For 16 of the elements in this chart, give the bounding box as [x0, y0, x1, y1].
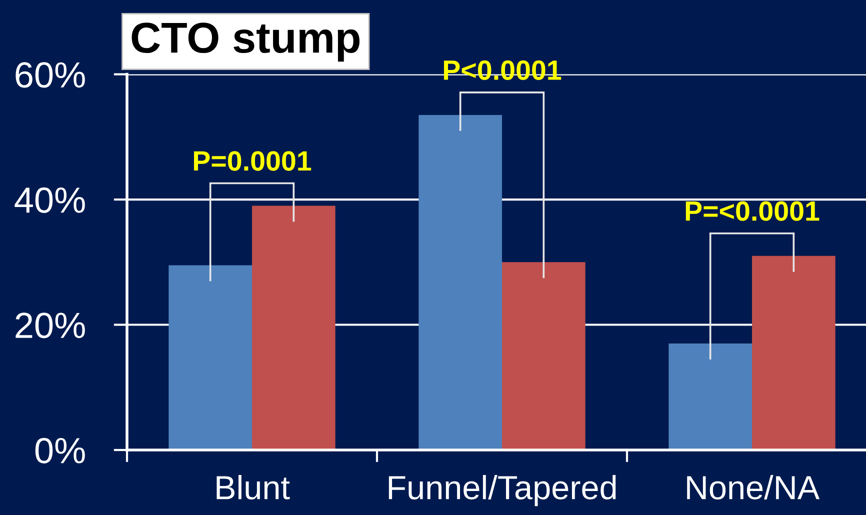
bar [502, 262, 586, 450]
y-tick-label: 40% [14, 187, 85, 213]
annotation: P=0.0001 [194, 151, 312, 171]
annotation: P=<0.0001 [686, 201, 820, 221]
y-tick-label: 0% [35, 438, 85, 464]
bar [418, 115, 502, 450]
x-tick-label: None/NA [687, 475, 820, 500]
x-tick-label: Blunt [216, 475, 290, 500]
bar [168, 265, 252, 450]
x-tick-label: Funnel/Tapered [388, 475, 616, 506]
y-tick-label: 60% [16, 62, 85, 88]
bar [668, 344, 752, 450]
bar [252, 206, 336, 450]
chart-title: CTO stump [132, 22, 360, 62]
bar [752, 256, 836, 450]
y-tick-label: 20% [16, 312, 85, 338]
